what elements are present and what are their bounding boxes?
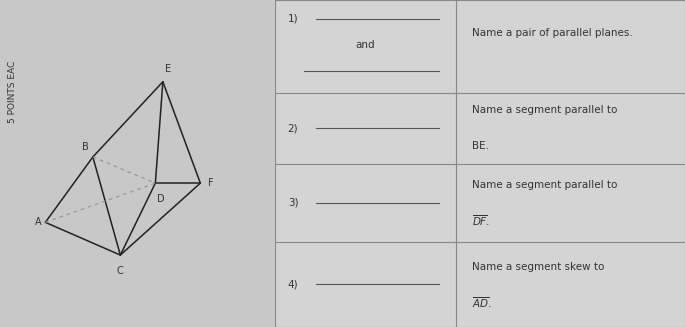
Text: 1): 1) [288,14,298,24]
Text: Name a segment parallel to: Name a segment parallel to [472,180,617,190]
Text: B: B [82,142,89,152]
Text: 4): 4) [288,280,298,289]
Text: F: F [208,178,213,188]
Text: Name a segment skew to: Name a segment skew to [472,262,604,271]
Text: D: D [157,195,164,204]
Text: 3): 3) [288,198,298,208]
Text: Name a pair of parallel planes.: Name a pair of parallel planes. [472,27,633,38]
Text: BE.: BE. [472,141,489,151]
Text: E: E [165,64,171,74]
Text: 5 POINTS EAC: 5 POINTS EAC [8,60,17,123]
Text: $\overline{DF}$.: $\overline{DF}$. [472,213,490,228]
Text: C: C [117,267,124,276]
Text: 2): 2) [288,123,298,133]
Text: A: A [34,217,41,227]
Text: Name a segment parallel to: Name a segment parallel to [472,105,617,115]
Text: and: and [356,40,375,50]
Text: $\overline{AD}$.: $\overline{AD}$. [472,295,492,310]
